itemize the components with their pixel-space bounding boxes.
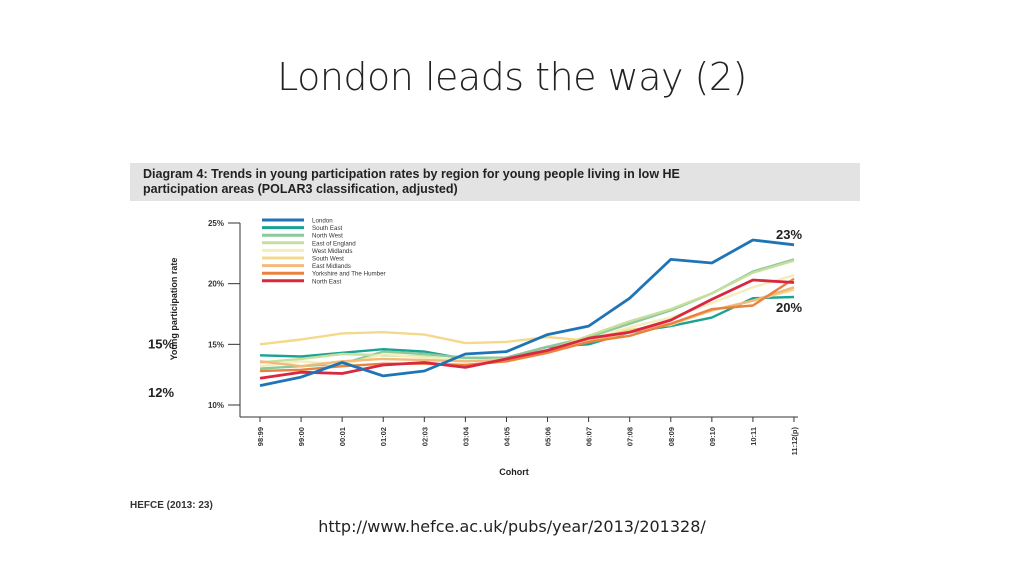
legend-label: East Midlands (312, 263, 351, 270)
annotation-label: 23% (776, 227, 802, 242)
caption-text: Diagram 4: Trends in young participation… (143, 167, 680, 197)
x-tick-label: 04:05 (502, 427, 511, 446)
legend-label: Yorkshire and The Humber (312, 271, 386, 278)
x-tick-label: 08:09 (667, 427, 676, 446)
legend-label: North East (312, 278, 342, 285)
slide-title: London leads the way (2) (277, 55, 747, 99)
annotation-label: 15% (148, 336, 174, 351)
legend-label: North West (312, 233, 343, 240)
x-tick-label: 03:04 (461, 426, 470, 446)
diagram-caption: Diagram 4: Trends in young participation… (130, 163, 860, 201)
legend-label: London (312, 218, 333, 225)
legend-label: East of England (312, 240, 356, 247)
x-tick-label: 07:08 (626, 427, 635, 446)
x-axis-title: Cohort (499, 467, 529, 477)
participation-line-chart: 10% 15% 20% 25% 98:99 99:00 00:01 01:02 02:03 03:… (148, 218, 802, 478)
legend-label: West Midlands (312, 248, 352, 255)
caption-line1: Trends in young participation rates by r… (207, 167, 680, 181)
y-axis-title: Young participation rate (169, 258, 179, 361)
series-line-north-east (259, 278, 795, 380)
legend-label: South West (312, 256, 344, 263)
series-line-south-east (259, 295, 795, 361)
x-tick-label: 00:01 (338, 427, 347, 446)
x-tick-label: 02:03 (420, 427, 429, 446)
y-tick-label: 20% (208, 280, 224, 289)
legend-label: South East (312, 225, 343, 232)
series-line-london (259, 238, 795, 387)
x-tick-label: 10:11 (749, 427, 758, 446)
annotation-label: 12% (148, 385, 174, 400)
caption-line2: participation areas (POLAR3 classificati… (143, 182, 458, 196)
source-citation: HEFCE (2013: 23) (130, 500, 213, 511)
x-tick-label: 06:07 (585, 427, 594, 446)
y-tick-label: 15% (208, 340, 224, 349)
y-tick-label: 25% (208, 219, 224, 228)
x-tick-label: 98:99 (256, 427, 265, 446)
x-tick-label: 05:06 (544, 427, 553, 446)
x-tick-label: 01:02 (379, 427, 388, 446)
source-url[interactable]: http://www.hefce.ac.uk/pubs/year/2013/20… (318, 517, 706, 536)
caption-lead: Diagram 4: (143, 167, 208, 181)
x-tick-label: 11:12(p) (790, 427, 799, 456)
x-tick-label: 99:00 (297, 427, 306, 446)
annotation-label: 20% (776, 300, 802, 315)
x-tick-label: 09:10 (708, 427, 717, 446)
y-tick-label: 10% (208, 401, 224, 410)
